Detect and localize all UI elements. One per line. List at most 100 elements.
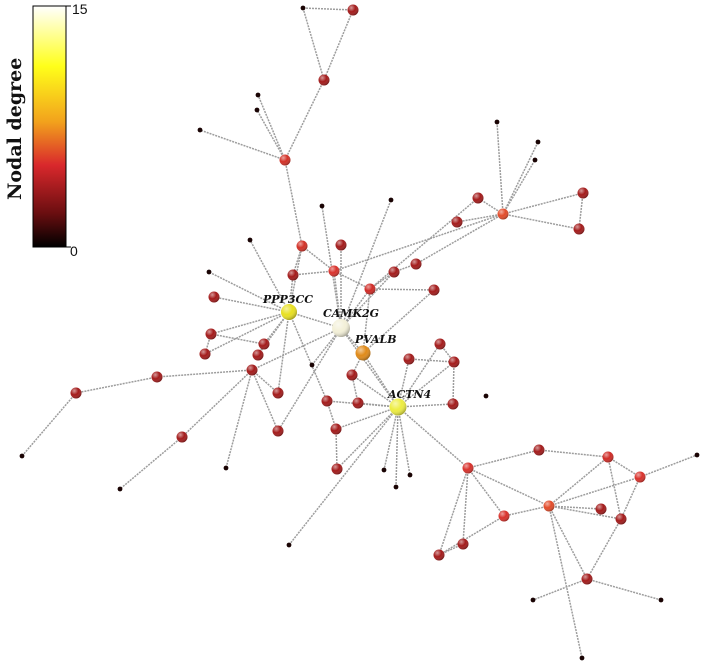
network-node	[494, 119, 500, 125]
network-node	[272, 387, 284, 399]
network-edge	[548, 456, 609, 507]
network-edge	[119, 436, 183, 490]
network-node	[19, 453, 25, 459]
network-node	[151, 371, 163, 383]
network-edge	[362, 352, 399, 408]
network-edge	[362, 288, 371, 354]
network-edge	[251, 369, 279, 394]
hub-node-actn4	[389, 398, 407, 416]
network-node	[247, 237, 253, 243]
colorbar: 15 0 Nodal degree	[4, 1, 88, 259]
network-node	[472, 192, 484, 204]
network-node	[498, 510, 510, 522]
network-node	[579, 655, 585, 661]
network-edge	[397, 406, 469, 469]
network-edge	[251, 327, 342, 371]
network-node	[428, 284, 440, 296]
network-node	[252, 349, 264, 361]
network-edge	[467, 449, 540, 469]
network-edge	[323, 9, 354, 81]
network-node	[364, 283, 376, 295]
network-node	[403, 353, 415, 365]
network-node	[330, 423, 342, 435]
network-edge	[340, 288, 371, 329]
network-edge	[340, 271, 395, 329]
colorbar-gradient	[32, 5, 67, 248]
network-edge	[302, 7, 354, 11]
network-edge	[395, 406, 399, 488]
network-edge	[408, 358, 455, 363]
network-node	[286, 542, 292, 548]
hub-node-camk2g	[332, 319, 350, 337]
network-node	[483, 393, 489, 399]
network-node	[410, 258, 422, 270]
network-edge	[302, 7, 325, 81]
network-node	[319, 203, 325, 209]
network-node	[117, 486, 123, 492]
network-edge	[333, 270, 371, 290]
network-node	[176, 431, 188, 443]
network-node	[393, 484, 399, 490]
network-edge	[288, 406, 399, 546]
network-edge	[586, 518, 622, 580]
network-edge	[75, 376, 158, 394]
network-edge	[383, 406, 399, 471]
network-node	[208, 291, 220, 303]
network-edge	[362, 289, 435, 354]
network-node	[388, 266, 400, 278]
network-node	[535, 139, 541, 145]
hub-node-ppp3cc	[281, 304, 297, 320]
network-node	[199, 348, 211, 360]
network-edge	[502, 159, 536, 215]
network-node	[197, 127, 203, 133]
network-node	[462, 462, 474, 474]
network-node	[254, 107, 260, 113]
network-edge	[548, 505, 622, 520]
network-edge	[452, 361, 455, 405]
hub-label-actn4: ACTN4	[387, 388, 431, 401]
network-edge	[210, 333, 265, 345]
network-edge	[340, 327, 399, 408]
network-node	[335, 239, 347, 251]
network-edge	[532, 578, 588, 601]
network-edge	[199, 129, 286, 161]
node-layer	[19, 4, 700, 661]
network-edge	[415, 213, 504, 265]
network-node	[279, 154, 291, 166]
network-node	[255, 92, 261, 98]
network-edge	[467, 467, 505, 517]
network-node	[300, 5, 306, 11]
network-edge	[538, 449, 609, 458]
network-node	[407, 472, 413, 478]
network-edge	[251, 369, 279, 432]
network-node	[331, 463, 343, 475]
network-node	[352, 397, 364, 409]
network-edge	[288, 311, 342, 329]
network-node	[451, 216, 463, 228]
network-edge	[503, 505, 550, 517]
network-edge	[578, 192, 584, 230]
hub-label-camk2g: CAMK2G	[323, 307, 379, 320]
network-edge	[156, 369, 253, 378]
network-node	[434, 338, 446, 350]
network-edge	[181, 369, 253, 438]
network-node	[381, 467, 387, 473]
colorbar-max-label: 15	[72, 1, 88, 17]
network-node	[533, 444, 545, 456]
network-edge	[256, 109, 286, 161]
network-node	[321, 395, 333, 407]
network-edge	[288, 311, 328, 402]
network-edge	[284, 159, 303, 247]
network-edge	[335, 428, 338, 470]
hub-label-ppp3cc: PPP3CC	[262, 293, 313, 306]
network-edge	[502, 192, 584, 215]
network-edge	[351, 374, 399, 408]
network-edge	[467, 467, 550, 507]
network-node	[205, 328, 217, 340]
network-edge	[586, 578, 662, 601]
network-edge	[438, 467, 469, 556]
network-edge	[369, 197, 479, 290]
network-node	[497, 208, 509, 220]
network-edge	[548, 505, 588, 580]
